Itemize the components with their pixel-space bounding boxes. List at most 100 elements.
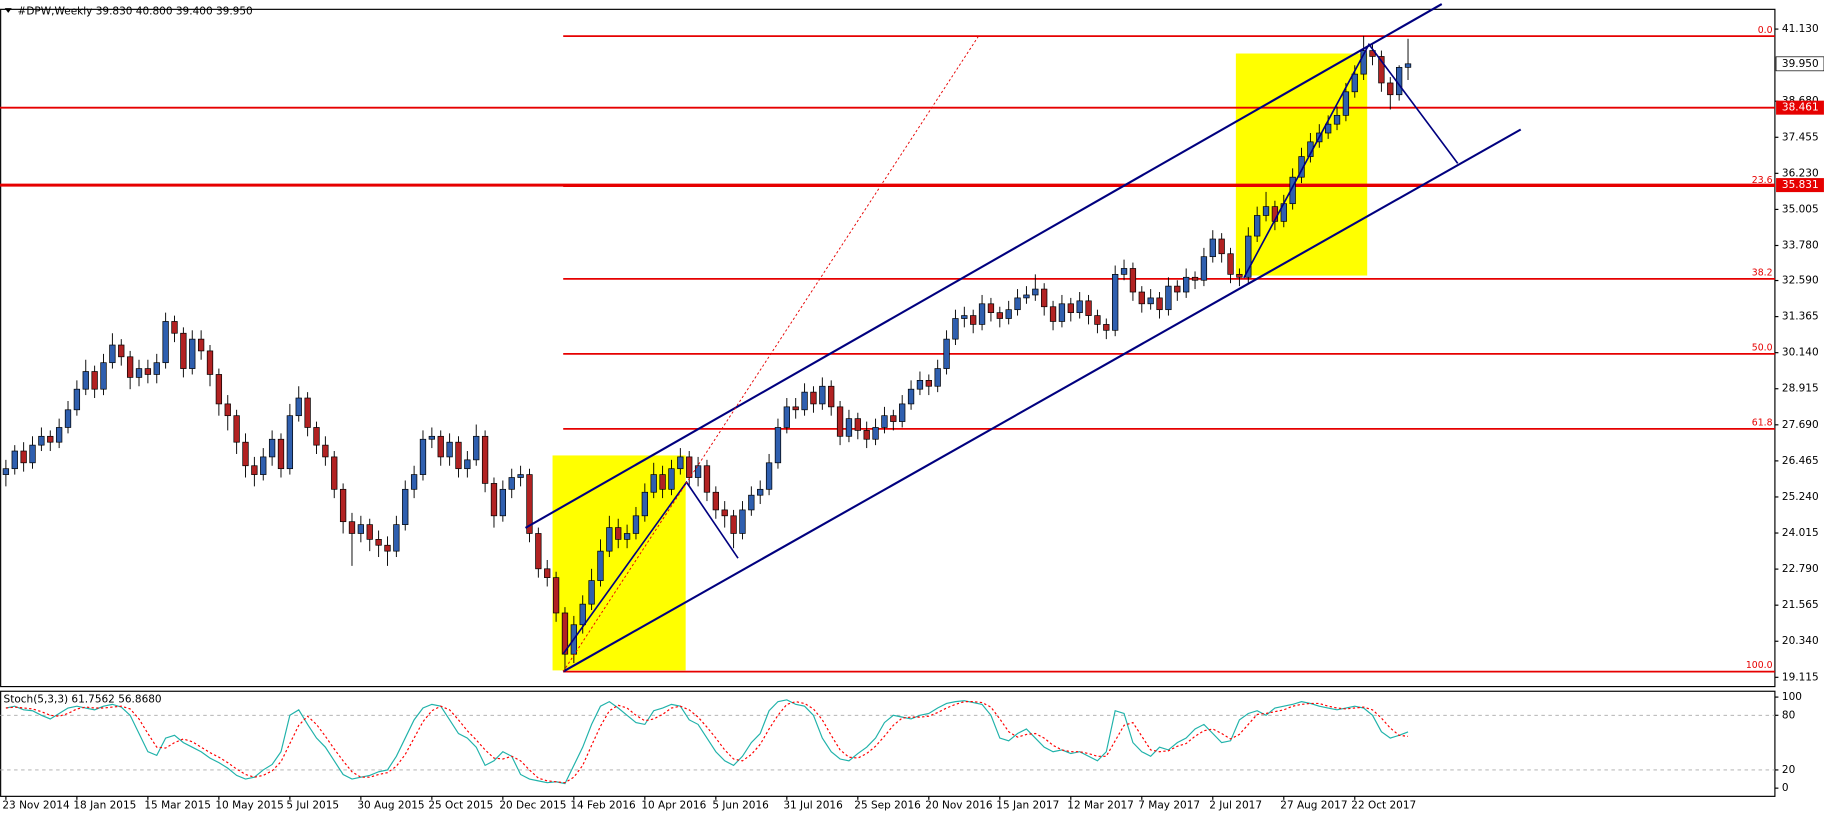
candle-body xyxy=(535,533,542,570)
y-tick-label: 19.115 xyxy=(1782,671,1819,683)
trendline xyxy=(524,3,1443,529)
candle-body xyxy=(686,456,693,478)
stoch-panel xyxy=(0,690,1776,797)
candle-body xyxy=(339,488,347,523)
candle-body xyxy=(1378,56,1385,84)
candle-body xyxy=(1085,300,1092,316)
x-tick-label: 12 Mar 2017 xyxy=(1067,800,1134,812)
x-tick-label: 22 Oct 2017 xyxy=(1351,800,1416,812)
candle-body xyxy=(82,371,89,390)
candle-body xyxy=(526,474,533,534)
candle-body xyxy=(357,524,365,534)
candle-body xyxy=(1183,276,1190,293)
candle-body xyxy=(446,441,453,458)
stoch-line xyxy=(5,699,1409,785)
x-tick-label: 15 Mar 2015 xyxy=(144,800,211,812)
candle-body xyxy=(162,321,169,364)
stoch-title: Stoch(5,3,3) 61.7562 56.8680 xyxy=(4,693,162,705)
candle-body xyxy=(916,380,924,390)
candle-body xyxy=(118,344,125,358)
candle-body xyxy=(828,385,835,408)
candle-body xyxy=(1254,215,1261,237)
candle-body xyxy=(11,450,18,470)
candle-body xyxy=(606,527,613,552)
candle-body xyxy=(1049,306,1057,322)
last-price-label: 39.950 xyxy=(1782,58,1819,70)
y-tick-label: 26.465 xyxy=(1782,455,1819,467)
candle-body xyxy=(1245,235,1252,278)
candle-body xyxy=(961,315,968,319)
price-label: 38.461 xyxy=(1782,102,1819,114)
candle-body xyxy=(455,441,462,470)
candle-body xyxy=(1262,206,1270,216)
candle-body xyxy=(419,438,427,475)
candle-body xyxy=(366,524,373,540)
x-tick-label: 10 May 2015 xyxy=(215,800,283,812)
candle-body xyxy=(1227,253,1234,275)
candle-body xyxy=(473,435,480,461)
candle-body xyxy=(659,474,666,490)
x-tick-label: 23 Nov 2014 xyxy=(2,800,70,812)
candle-body xyxy=(20,450,27,464)
candle-body xyxy=(1342,91,1350,116)
y-tick-label: 100 xyxy=(1782,691,1802,703)
candle-body xyxy=(1005,309,1012,319)
candle-body xyxy=(73,388,81,411)
candle-body xyxy=(721,509,728,517)
y-tick-label: 20 xyxy=(1782,764,1795,776)
candle-body xyxy=(100,362,107,390)
candle-body xyxy=(2,468,10,475)
candle-body xyxy=(224,403,231,417)
candle-body xyxy=(1067,303,1074,313)
price-label: 35.831 xyxy=(1782,179,1819,191)
candle-body xyxy=(1200,256,1208,281)
candle-body xyxy=(251,465,258,475)
y-tick-label: 35.005 xyxy=(1782,203,1819,215)
candle-body xyxy=(384,544,391,552)
chart-title: #DPW,Weekly 39.830 40.800 39.400 39.950 xyxy=(18,6,253,18)
fibonacci-label: 38.2 xyxy=(1752,268,1773,279)
candle-body xyxy=(854,418,861,431)
x-tick-label: 20 Dec 2015 xyxy=(499,800,566,812)
candle-body xyxy=(1103,324,1110,331)
candle-body xyxy=(1298,156,1305,178)
candle-body xyxy=(987,303,995,313)
y-tick-label: 27.690 xyxy=(1782,419,1819,431)
x-tick-label: 14 Feb 2016 xyxy=(570,800,636,812)
candle-body xyxy=(109,344,116,364)
candle-body xyxy=(845,418,853,437)
candle-body xyxy=(996,312,1003,319)
y-tick-label: 80 xyxy=(1782,709,1795,721)
candle-body xyxy=(792,406,799,411)
y-tick-label: 0 xyxy=(1782,782,1789,794)
candle-body xyxy=(375,539,382,546)
candle-body xyxy=(1138,291,1145,305)
candle-body xyxy=(55,427,63,443)
candle-body xyxy=(1014,297,1021,311)
trendline xyxy=(562,128,1522,673)
candle-body xyxy=(748,494,755,511)
candle-body xyxy=(1120,268,1128,275)
x-tick-label: 18 Jan 2015 xyxy=(73,800,136,812)
candle-body xyxy=(810,391,817,405)
candle-body xyxy=(1156,297,1163,311)
candle-body xyxy=(863,430,870,440)
y-tick-label: 36.230 xyxy=(1782,167,1819,179)
y-tick-label: 20.340 xyxy=(1782,635,1819,647)
candle-body xyxy=(313,427,320,446)
y-tick-label: 30.140 xyxy=(1782,347,1819,359)
candle-body xyxy=(757,488,764,496)
candle-body xyxy=(1209,238,1216,258)
fibonacci-label: 23.6 xyxy=(1752,175,1773,186)
candle-body xyxy=(348,521,356,534)
candle-body xyxy=(1404,63,1412,68)
candle-body xyxy=(38,435,45,446)
price-label-box xyxy=(1776,100,1824,115)
candle-body xyxy=(712,491,719,511)
candle-body xyxy=(730,515,737,534)
candle-body xyxy=(952,318,959,340)
x-tick-label: 7 May 2017 xyxy=(1138,800,1200,812)
candle-body xyxy=(126,356,134,378)
y-tick-label: 41.130 xyxy=(1782,23,1819,35)
